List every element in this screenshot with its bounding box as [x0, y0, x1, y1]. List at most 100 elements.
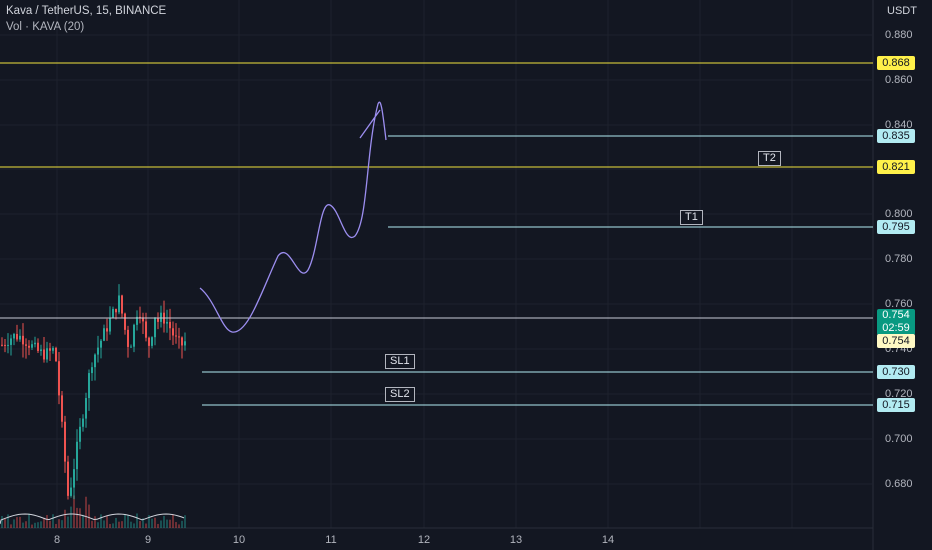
candle-body: [31, 344, 33, 348]
price-tick-label: 0.800: [885, 208, 913, 220]
volume-bar: [85, 496, 87, 528]
volume-bar: [31, 524, 33, 528]
volume-bar: [145, 523, 147, 528]
candle-body: [139, 316, 141, 318]
volume-bar: [133, 523, 135, 528]
volume-bars: [0, 495, 186, 528]
volume-bar: [22, 522, 24, 528]
bar-countdown: 02:59: [882, 322, 910, 334]
candle-body: [130, 346, 132, 348]
volume-bar: [94, 516, 96, 528]
candle-body: [88, 373, 90, 399]
price-tick-label: 0.680: [885, 478, 913, 490]
time-tick-label: 12: [417, 534, 431, 546]
candle-body: [112, 308, 114, 318]
volume-bar: [64, 509, 66, 528]
volume-bar: [82, 514, 84, 528]
sl1-tag[interactable]: SL1: [385, 354, 415, 369]
volume-bar: [118, 521, 120, 528]
volume-bar: [25, 521, 27, 528]
volume-bar: [157, 523, 159, 528]
volume-bar: [175, 522, 177, 528]
candle-body: [40, 349, 42, 351]
candle-body: [118, 295, 120, 313]
time-tick-label: 14: [601, 534, 615, 546]
candle-body: [28, 345, 30, 348]
volume-bar: [40, 521, 42, 528]
candle-body: [19, 335, 21, 340]
candle-body: [160, 312, 162, 322]
candle-body: [10, 338, 12, 345]
currency-label: USDT: [887, 5, 917, 17]
resistance-mid-badge: 0.821: [877, 160, 915, 174]
current-price-badge: 0.754 02:59: [877, 309, 915, 335]
volume-bar: [28, 513, 30, 528]
candle-body: [73, 469, 75, 488]
volume-bar: [76, 507, 78, 528]
candle-body: [16, 333, 18, 340]
volume-bar: [73, 495, 75, 528]
volume-bar: [163, 515, 165, 528]
candle-body: [55, 347, 57, 362]
price-tick-label: 0.780: [885, 253, 913, 265]
volume-bar: [124, 513, 126, 528]
candle-body: [181, 337, 183, 346]
price-tick-label: 0.700: [885, 433, 913, 445]
t2-tag[interactable]: T2: [758, 151, 781, 166]
volume-bar: [121, 521, 123, 528]
candle-body: [151, 337, 153, 346]
volume-bar: [55, 523, 57, 528]
candle-body: [67, 461, 69, 496]
sl2-price-badge: 0.715: [877, 398, 915, 412]
volume-bar: [172, 514, 174, 528]
volume-bar: [52, 514, 54, 528]
candle-body: [145, 321, 147, 338]
volume-bar: [106, 515, 108, 528]
volume-bar: [34, 522, 36, 528]
volume-bar: [109, 523, 111, 528]
volume-bar: [61, 520, 63, 528]
candle-body: [166, 321, 168, 324]
candle-body: [127, 329, 129, 347]
candle-body: [34, 342, 36, 345]
volume-bar: [127, 515, 129, 528]
price-tick-label: 0.760: [885, 298, 913, 310]
symbol-title[interactable]: Kava / TetherUS, 15, BINANCE: [6, 5, 167, 17]
volume-indicator-label[interactable]: Vol · KAVA (20): [6, 21, 85, 33]
candle-body: [115, 308, 117, 313]
price-tick-label: 0.840: [885, 119, 913, 131]
volume-bar: [49, 520, 51, 528]
projected-path: [199, 101, 387, 333]
volume-bar: [88, 504, 90, 528]
volume-bar: [130, 521, 132, 528]
candle-body: [25, 344, 27, 346]
candle-body: [64, 421, 66, 462]
candle-body: [43, 349, 45, 360]
resistance-top-badge: 0.868: [877, 56, 915, 70]
candle-body: [94, 354, 96, 368]
volume-bar: [136, 513, 138, 528]
volume-bar: [169, 519, 171, 528]
candle-body: [13, 333, 15, 339]
sl2-tag[interactable]: SL2: [385, 387, 415, 402]
volume-bar: [37, 522, 39, 528]
candle-body: [79, 426, 81, 442]
t1-price-badge: 0.795: [877, 220, 915, 234]
time-tick-label: 9: [144, 534, 152, 546]
candle-body: [103, 328, 105, 341]
candle-body: [154, 317, 156, 338]
volume-bar: [178, 524, 180, 528]
time-tick-label: 8: [53, 534, 61, 546]
candle-body: [76, 441, 78, 470]
sl1-price-badge: 0.730: [877, 365, 915, 379]
candle-body: [91, 367, 93, 374]
candle-body: [1, 344, 3, 346]
candle-body: [157, 317, 159, 322]
t1-tag[interactable]: T1: [680, 210, 703, 225]
volume-bar: [103, 520, 105, 528]
volume-bar: [16, 517, 18, 528]
volume-bar: [160, 520, 162, 528]
volume-bar: [154, 517, 156, 528]
candle-body: [70, 487, 72, 496]
